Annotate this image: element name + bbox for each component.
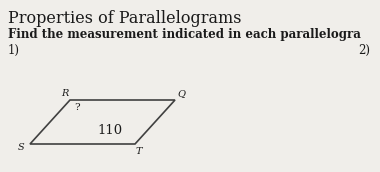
- Text: R: R: [61, 89, 69, 99]
- Text: S: S: [18, 143, 24, 153]
- Text: ?: ?: [74, 103, 80, 111]
- Text: T: T: [136, 148, 142, 157]
- Text: Properties of Parallelograms: Properties of Parallelograms: [8, 10, 242, 27]
- Text: 2): 2): [358, 44, 370, 57]
- Text: 1): 1): [8, 44, 20, 57]
- Text: Q: Q: [177, 89, 185, 99]
- Text: Find the measurement indicated in each parallelogra: Find the measurement indicated in each p…: [8, 28, 361, 41]
- Text: 110: 110: [97, 123, 123, 137]
